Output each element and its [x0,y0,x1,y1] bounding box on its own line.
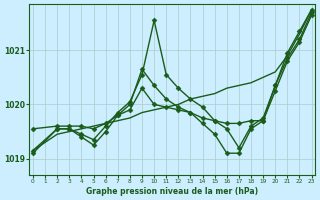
X-axis label: Graphe pression niveau de la mer (hPa): Graphe pression niveau de la mer (hPa) [86,187,258,196]
